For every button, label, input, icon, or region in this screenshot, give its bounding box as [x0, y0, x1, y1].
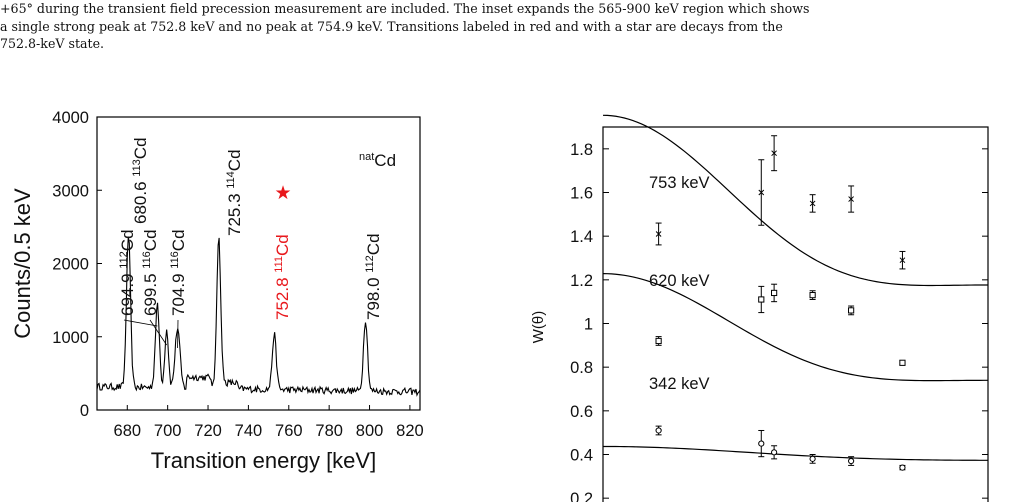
- peak-label: 725.3 114Cd: [225, 149, 244, 236]
- peak-label: 798.0 112Cd: [364, 233, 383, 320]
- data-point: [848, 457, 855, 465]
- x-tick-label: 760: [275, 422, 303, 440]
- caption-line: +65° during the transient field precessi…: [0, 1, 810, 16]
- data-point: [758, 189, 765, 196]
- peak-label: 694.9 112Cd: [118, 229, 137, 316]
- data-point: [655, 231, 662, 237]
- y-axis-label: W(θ): [530, 311, 547, 344]
- isotope-label: natCd: [359, 151, 396, 170]
- series-1: 620 keV: [602, 272, 989, 382]
- y-tick-label: 1.4: [570, 228, 593, 246]
- x-tick-label: 700: [154, 422, 182, 440]
- label-leader: [123, 319, 158, 327]
- caption-line: a single strong peak at 752.8 keV and no…: [0, 18, 783, 34]
- y-tick-label: 0: [80, 402, 89, 420]
- angular-distribution-chart: 0.2 0.4 0.6 0.8 1 1.2 1.4 1.6 1.8 W(θ) 753 keV 620 …: [530, 114, 989, 502]
- x-tick-label: 780: [315, 422, 343, 440]
- x-tick-label: 820: [396, 422, 424, 440]
- y-tick-label: 1.6: [570, 185, 593, 203]
- data-point: [655, 427, 662, 434]
- y-tick-label: 3000: [52, 182, 89, 200]
- figure-caption: +65° during the transient field precessi…: [0, 0, 1027, 53]
- y-tick-label: 1: [584, 316, 593, 334]
- y-tick-label: 4000: [52, 109, 89, 127]
- data-point: [771, 289, 778, 297]
- series-0: 753 keV: [602, 114, 988, 287]
- spectrum-chart: 680 700 720 740 760 780 800 820 0 1000 2000 3000 400…: [10, 109, 424, 473]
- x-tick-label: 740: [235, 422, 263, 440]
- x-tick-label: 680: [114, 422, 142, 440]
- peak-label: 699.5 116Cd: [141, 229, 160, 316]
- data-point: [899, 257, 906, 264]
- fit-curve: [602, 114, 988, 287]
- data-point: [809, 292, 816, 299]
- y-tick-label: 1.8: [570, 141, 593, 159]
- data-point: [758, 440, 765, 447]
- data-point: [809, 200, 816, 207]
- label-leader: [149, 319, 167, 346]
- x-tick-label: 800: [356, 422, 384, 440]
- data-point: [899, 464, 906, 471]
- fit-curve: [602, 273, 989, 382]
- data-point: [655, 337, 662, 345]
- fit-curve: [603, 445, 988, 461]
- peak-label: 680.6 113Cd: [131, 137, 150, 224]
- y-axis-label: Counts/0.5 keV: [10, 188, 35, 339]
- data-point: [848, 196, 854, 202]
- y-tick-label: 0.6: [570, 403, 593, 421]
- caption-line: 752.8-keV state.: [0, 36, 105, 51]
- series-label: 620 keV: [649, 272, 710, 290]
- series-label: 753 keV: [649, 174, 710, 192]
- data-point: [848, 307, 855, 314]
- x-axis-label: Transition energy [keV]: [151, 448, 376, 473]
- series-2: 342 keV: [603, 375, 988, 471]
- data-point: [771, 150, 777, 157]
- x-tick-label: 720: [194, 422, 222, 440]
- peak-label: 704.9 116Cd: [169, 229, 188, 316]
- y-tick-label: 0.4: [570, 447, 593, 465]
- y-tick-label: 1.2: [570, 272, 593, 290]
- data-point: [809, 455, 816, 462]
- star-marker: ★: [274, 182, 291, 204]
- peak-label: 752.8 111Cd: [273, 234, 292, 320]
- data-point: [771, 449, 778, 456]
- data-point: [758, 296, 765, 303]
- y-tick-label: 1000: [52, 329, 89, 347]
- y-tick-label: 0.8: [570, 359, 593, 377]
- y-tick-label: 0.2: [570, 490, 593, 502]
- series-label: 342 keV: [649, 375, 710, 393]
- data-point: [899, 359, 906, 366]
- y-tick-label: 2000: [52, 256, 89, 274]
- spectrum-trace: [96, 236, 421, 397]
